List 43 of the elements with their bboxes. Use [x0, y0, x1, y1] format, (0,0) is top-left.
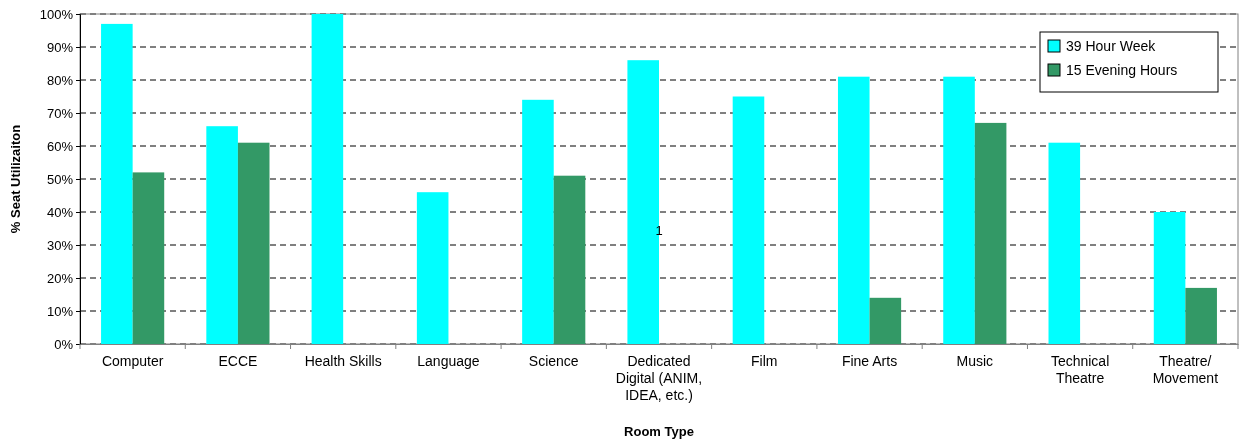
- y-tick-label: 80%: [46, 72, 74, 88]
- bar: [101, 23, 133, 344]
- bar: [206, 126, 238, 344]
- x-tick-label: Music: [956, 353, 994, 369]
- y-tick-label: 50%: [46, 171, 74, 187]
- y-tick-label: 70%: [46, 105, 74, 121]
- x-tick-label: Health Skills: [304, 353, 382, 369]
- x-tick-label: Film: [751, 353, 778, 369]
- bar: [311, 14, 344, 344]
- x-tick-label: Theatre/ Movement: [1152, 353, 1219, 386]
- y-tick-label: 10%: [46, 303, 74, 319]
- x-tick-label: Fine Arts: [841, 353, 898, 369]
- bar: [974, 122, 1007, 344]
- legend-label: 15 Evening Hours: [1066, 62, 1178, 78]
- x-tick-label: Dedicated Digital (ANIM, IDEA, etc.): [615, 353, 703, 403]
- bar: [869, 297, 902, 344]
- y-tick-label: 60%: [46, 138, 74, 154]
- y-tick-label: 40%: [46, 204, 74, 220]
- bar: [837, 76, 870, 344]
- legend-label: 39 Hour Week: [1066, 38, 1157, 54]
- bar: [522, 99, 554, 344]
- annotation: 1: [655, 223, 663, 239]
- bar: [1153, 212, 1186, 344]
- x-tick-label: Technical Theatre: [1050, 353, 1110, 386]
- bar: [553, 175, 586, 344]
- x-tick-label: Science: [528, 353, 579, 369]
- x-axis-title: Room Type: [624, 424, 694, 439]
- y-tick-label: 100%: [39, 6, 74, 22]
- bar: [132, 172, 165, 344]
- x-tick-label: ECCE: [218, 353, 258, 369]
- y-tick-label: 20%: [46, 270, 74, 286]
- x-tick-label: Computer: [101, 353, 164, 369]
- bar: [237, 142, 270, 344]
- y-tick-label: 0%: [54, 336, 74, 352]
- y-tick-label: 90%: [46, 39, 74, 55]
- y-axis-title: % Seat Utilizaiton: [8, 124, 23, 234]
- bar: [1048, 142, 1081, 344]
- bar: [943, 76, 975, 344]
- bar: [416, 192, 449, 344]
- bar: [1185, 287, 1217, 344]
- y-tick-label: 30%: [46, 237, 74, 253]
- x-tick-label: Language: [417, 353, 480, 369]
- bar: [732, 96, 765, 344]
